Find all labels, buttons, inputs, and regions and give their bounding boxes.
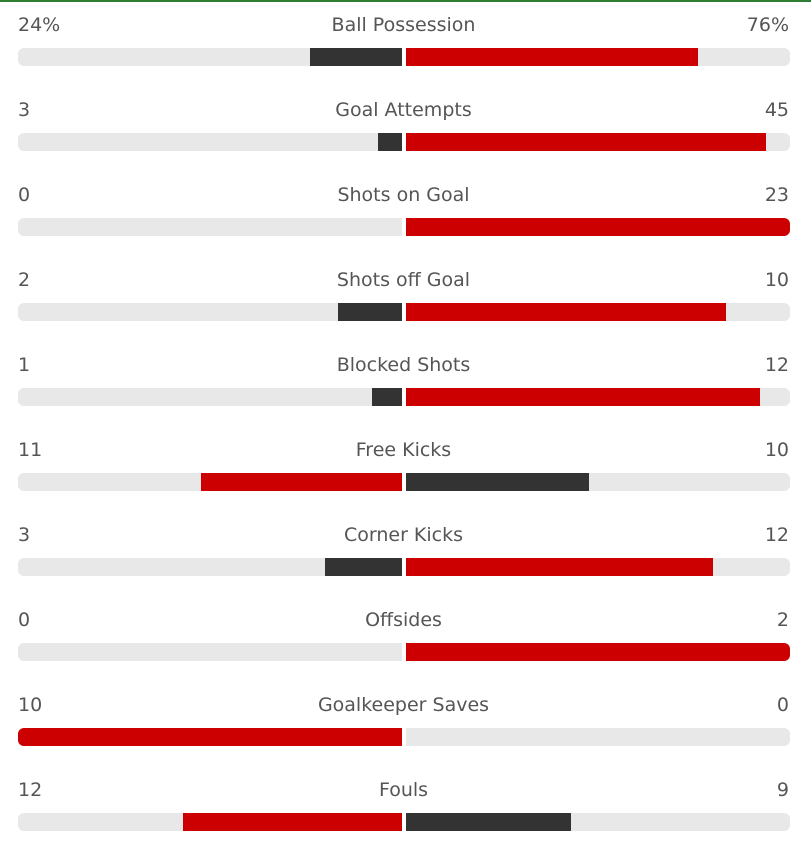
- home-value: 10: [18, 694, 43, 716]
- stat-header: 1 Blocked Shots 12: [18, 352, 789, 378]
- home-bar-fill: [310, 48, 402, 66]
- stat-row-ball-possession: 24% Ball Possession 76%: [18, 0, 790, 85]
- away-bar-fill: [406, 133, 766, 151]
- away-bar-track: [406, 303, 790, 321]
- stat-header: 0 Shots on Goal 23: [18, 182, 789, 208]
- away-value: 12: [764, 524, 789, 546]
- stat-header: 3 Corner Kicks 12: [18, 522, 789, 548]
- stat-name: Shots off Goal: [336, 269, 471, 291]
- stat-name: Free Kicks: [355, 439, 452, 461]
- away-value: 0: [776, 694, 789, 716]
- stat-header: 12 Fouls 9: [18, 777, 789, 803]
- home-value: 2: [18, 269, 31, 291]
- home-bar-track: [18, 813, 402, 831]
- stat-row-goalkeeper-saves: 10 Goalkeeper Saves 0: [18, 680, 790, 765]
- stat-row-corner-kicks: 3 Corner Kicks 12: [18, 510, 790, 595]
- home-bar-fill: [372, 388, 402, 406]
- stat-name: Goal Attempts: [335, 99, 472, 121]
- home-bar-track: [18, 643, 402, 661]
- stat-row-shots-on-goal: 0 Shots on Goal 23: [18, 170, 790, 255]
- away-bar-fill: [406, 558, 713, 576]
- away-bar-fill: [406, 643, 790, 661]
- stat-header: 2 Shots off Goal 10: [18, 267, 789, 293]
- away-value: 10: [764, 269, 789, 291]
- away-bar-track: [406, 218, 790, 236]
- home-bar-track: [18, 218, 402, 236]
- stat-name: Corner Kicks: [343, 524, 464, 546]
- home-bar-track: [18, 558, 402, 576]
- home-bar-track: [18, 728, 402, 746]
- stat-row-free-kicks: 11 Free Kicks 10: [18, 425, 790, 510]
- away-bar-track: [406, 643, 790, 661]
- home-bar-fill: [18, 728, 402, 746]
- home-value: 3: [18, 99, 31, 121]
- stat-row-blocked-shots: 1 Blocked Shots 12: [18, 340, 790, 425]
- home-value: 3: [18, 524, 31, 546]
- top-border: [0, 0, 811, 2]
- away-bar-track: [406, 133, 790, 151]
- home-bar-fill: [325, 558, 402, 576]
- away-bar-track: [406, 728, 790, 746]
- away-bar-track: [406, 388, 790, 406]
- stat-name: Goalkeeper Saves: [317, 694, 490, 716]
- stat-row-shots-off-goal: 2 Shots off Goal 10: [18, 255, 790, 340]
- away-value: 9: [776, 779, 789, 801]
- home-value: 0: [18, 184, 31, 206]
- away-bar-track: [406, 473, 790, 491]
- stat-header: 10 Goalkeeper Saves 0: [18, 692, 789, 718]
- away-value: 2: [776, 609, 789, 631]
- away-bar-fill: [406, 813, 571, 831]
- home-bar-track: [18, 303, 402, 321]
- home-value: 11: [18, 439, 43, 461]
- stat-name: Blocked Shots: [336, 354, 471, 376]
- away-value: 45: [764, 99, 789, 121]
- away-value: 76%: [746, 14, 789, 36]
- home-bar-fill: [378, 133, 402, 151]
- away-bar-track: [406, 558, 790, 576]
- stat-header: 3 Goal Attempts 45: [18, 97, 789, 123]
- away-bar-fill: [406, 303, 726, 321]
- home-bar-fill: [183, 813, 402, 831]
- stat-name: Shots on Goal: [337, 184, 470, 206]
- stat-header: 11 Free Kicks 10: [18, 437, 789, 463]
- stat-header: 0 Offsides 2: [18, 607, 789, 633]
- away-bar-fill: [406, 218, 790, 236]
- home-bar-track: [18, 48, 402, 66]
- home-value: 24%: [18, 14, 61, 36]
- stat-name: Ball Possession: [331, 14, 476, 36]
- stat-row-fouls: 12 Fouls 9: [18, 765, 790, 850]
- home-value: 1: [18, 354, 31, 376]
- away-bar-track: [406, 48, 790, 66]
- away-value: 23: [764, 184, 789, 206]
- away-bar-fill: [406, 473, 589, 491]
- stat-header: 24% Ball Possession 76%: [18, 12, 789, 38]
- home-bar-track: [18, 133, 402, 151]
- away-value: 12: [764, 354, 789, 376]
- away-value: 10: [764, 439, 789, 461]
- home-value: 0: [18, 609, 31, 631]
- home-bar-track: [18, 388, 402, 406]
- away-bar-fill: [406, 388, 760, 406]
- stat-name: Offsides: [365, 609, 442, 631]
- stat-row-offsides: 0 Offsides 2: [18, 595, 790, 680]
- home-value: 12: [18, 779, 43, 801]
- home-bar-track: [18, 473, 402, 491]
- away-bar-track: [406, 813, 790, 831]
- away-bar-fill: [406, 48, 698, 66]
- home-bar-fill: [338, 303, 402, 321]
- stat-name: Fouls: [378, 779, 429, 801]
- home-bar-fill: [201, 473, 402, 491]
- stat-row-goal-attempts: 3 Goal Attempts 45: [18, 85, 790, 170]
